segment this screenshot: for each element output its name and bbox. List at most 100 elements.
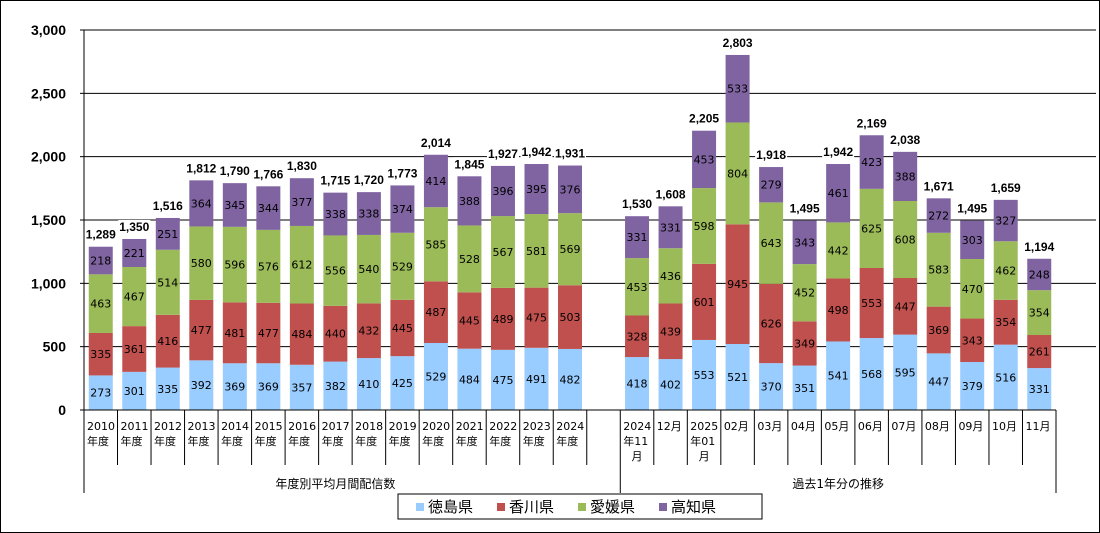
x-tick-label: 10月 <box>992 420 1017 433</box>
bar-segment-4 <box>390 185 415 233</box>
bar-segment-2 <box>189 299 214 361</box>
bar-segment-3 <box>759 202 784 284</box>
segment-value-label: 436 <box>660 270 681 283</box>
total-value-label: 1,530 <box>622 197 652 211</box>
segment-value-label: 343 <box>794 236 815 249</box>
segment-value-label: 596 <box>224 259 245 272</box>
bar-segment-2 <box>725 224 750 345</box>
bar-segment-2 <box>457 292 482 349</box>
total-value-label: 1,812 <box>186 161 216 175</box>
bar-segment-3 <box>524 214 549 288</box>
x-tick-label: 年度 <box>489 434 511 448</box>
bar-segment-3 <box>390 232 415 300</box>
total-value-label: 1,942 <box>823 145 853 159</box>
bar-segment-3 <box>155 249 180 315</box>
total-label-bg <box>654 187 687 202</box>
x-tick-label: 08月 <box>925 420 950 433</box>
bar-segment-1 <box>524 347 549 410</box>
x-tick-label: 年11 <box>623 434 648 448</box>
segment-value-label: 335 <box>157 383 178 396</box>
bar-segment-1 <box>356 358 381 410</box>
total-value-label: 1,659 <box>991 181 1021 195</box>
segment-value-label: 331 <box>660 221 681 234</box>
segment-value-label: 447 <box>928 376 949 389</box>
bar-segment-1 <box>725 344 750 410</box>
bar-segment-1 <box>289 364 314 410</box>
x-tick-label: 月 <box>699 450 710 463</box>
group-label: 過去1年分の推移 <box>792 477 884 491</box>
bar-segment-4 <box>356 192 381 235</box>
total-label-bg <box>922 179 955 194</box>
bar-segment-2 <box>792 321 817 366</box>
y-tick-label: 2,500 <box>31 85 66 101</box>
x-tick-label: 03月 <box>757 420 782 433</box>
segment-value-label: 338 <box>325 208 346 221</box>
bar-segment-1 <box>692 339 717 410</box>
bar-segment-3 <box>792 264 817 322</box>
total-label-bg <box>755 148 788 163</box>
bar-segment-4 <box>993 199 1018 242</box>
x-tick-label: 2015 <box>255 420 283 433</box>
segment-value-label: 343 <box>962 334 983 347</box>
legend-label: 香川県 <box>509 498 554 516</box>
segment-value-label: 475 <box>492 374 513 387</box>
segment-value-label: 303 <box>962 234 983 247</box>
bar-segment-1 <box>490 349 515 410</box>
x-tick-label: 2011 <box>121 420 149 433</box>
bar-segment-4 <box>524 164 549 215</box>
bar-segment-1 <box>222 363 247 410</box>
bar-segment-4 <box>792 220 817 265</box>
segment-value-label: 388 <box>895 170 916 183</box>
bar-segment-4 <box>625 216 650 259</box>
segment-value-label: 410 <box>358 378 379 391</box>
x-tick-label: 12月 <box>657 420 682 433</box>
segment-value-label: 423 <box>861 156 882 169</box>
bar-segment-1 <box>558 348 582 410</box>
segment-value-label: 475 <box>526 312 547 325</box>
bar-segment-2 <box>692 263 717 340</box>
total-value-label: 2,205 <box>689 112 719 126</box>
segment-value-label: 462 <box>995 265 1016 278</box>
segment-value-label: 351 <box>794 382 815 395</box>
segment-value-label: 345 <box>224 199 245 212</box>
segment-value-label: 338 <box>358 208 379 221</box>
bar-segment-3 <box>826 222 851 279</box>
bar-segment-1 <box>960 361 985 410</box>
segment-value-label: 331 <box>627 231 648 244</box>
bar-segment-1 <box>88 375 113 410</box>
bar-segment-3 <box>926 232 951 307</box>
bar-segment-3 <box>122 266 147 327</box>
bar-segment-2 <box>490 287 515 350</box>
segment-value-label: 521 <box>727 371 748 384</box>
bar-segment-4 <box>759 167 784 203</box>
total-label-bg <box>252 167 285 182</box>
segment-value-label: 804 <box>727 167 748 180</box>
segment-value-label: 556 <box>325 265 346 278</box>
bar-segment-2 <box>1027 335 1052 369</box>
segment-value-label: 357 <box>291 381 312 394</box>
segment-value-label: 568 <box>861 368 882 381</box>
bar-segment-1 <box>893 334 918 410</box>
x-tick-label: 月 <box>632 450 643 463</box>
x-tick-label: 07月 <box>891 420 916 433</box>
segment-value-label: 439 <box>660 325 681 338</box>
x-tick-label: 2020 <box>422 420 450 433</box>
total-value-label: 1,766 <box>253 167 283 181</box>
segment-value-label: 418 <box>627 378 648 391</box>
segment-value-label: 482 <box>560 373 581 386</box>
x-tick-label: 2013 <box>188 420 216 433</box>
group-label: 年度別平均月間配信数 <box>275 476 395 491</box>
segment-value-label: 643 <box>761 237 782 250</box>
segment-value-label: 248 <box>1029 268 1050 281</box>
bars <box>88 54 1052 410</box>
segment-value-label: 529 <box>392 260 413 273</box>
segment-value-label: 553 <box>694 369 715 382</box>
segment-value-label: 377 <box>291 196 312 209</box>
segment-value-label: 540 <box>358 263 379 276</box>
total-label-bg <box>889 132 922 147</box>
total-label-bg <box>822 145 855 160</box>
total-label-bg <box>285 159 318 174</box>
segment-value-label: 612 <box>291 259 312 272</box>
bar-segment-3 <box>356 234 381 304</box>
